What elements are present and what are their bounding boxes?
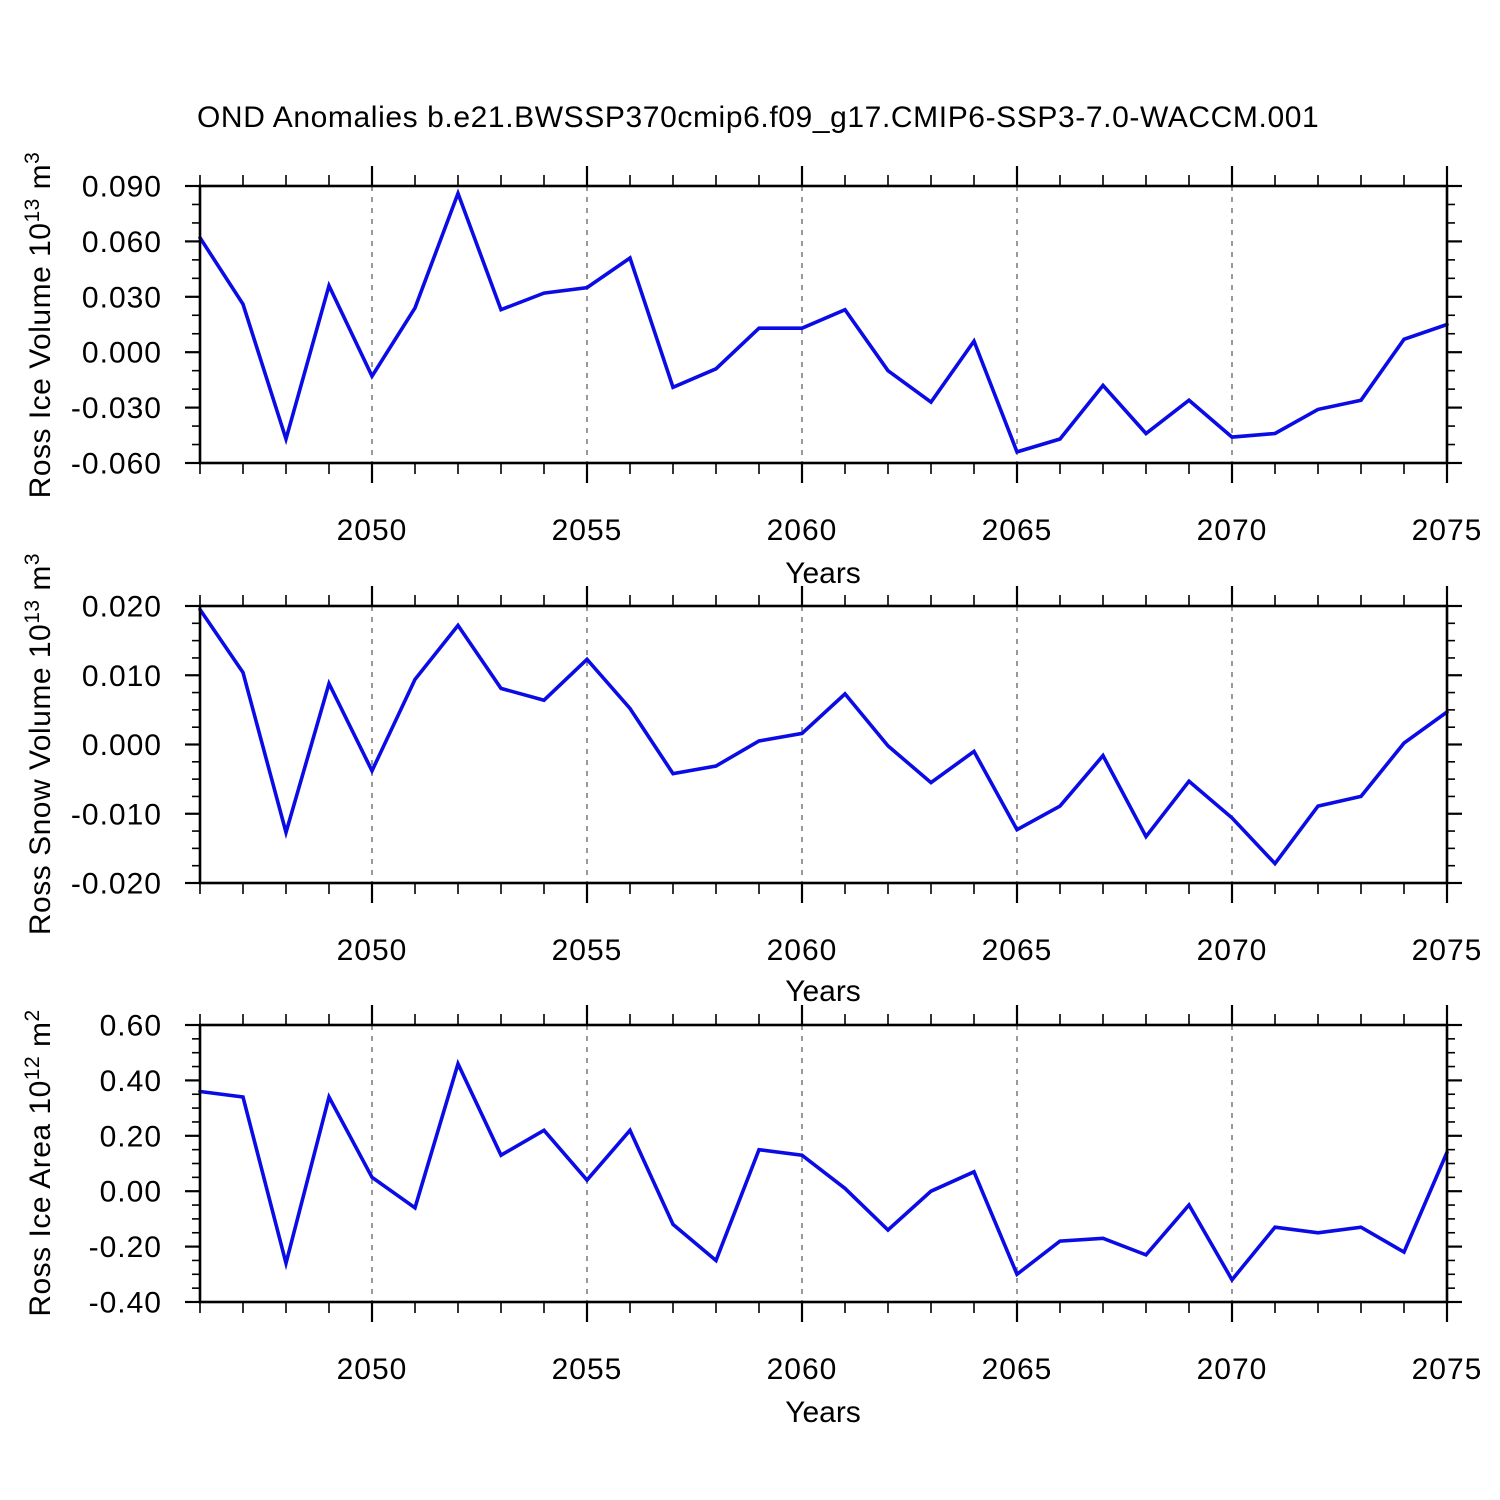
y-axis-title-snow-volume: Ross Snow Volume 1013 m3 [21,553,57,935]
y-axis-title-ice-volume: Ross Ice Volume 1013 m3 [21,152,57,499]
y-tick-label: -0.010 [71,798,162,831]
x-tick-label: 2060 [767,514,838,547]
x-tick-label: 2055 [552,514,623,547]
axis-frame [198,604,1449,885]
x-tick-label: 2050 [337,1353,408,1386]
x-tick-label: 2075 [1412,934,1483,967]
panel-ross-ice-volume: Ross Ice Volume 1013 m3 2050 2055 2060 2065… [21,152,1483,590]
panel-ross-snow-volume: Ross Snow Volume 1013 m3 2050 2055 2060 206… [21,553,1483,1008]
data-line [198,1058,1449,1283]
data-line [198,607,1449,867]
y-tick-label: 0.060 [82,226,162,259]
x-tick-label: 2050 [337,514,408,547]
x-tick-label: 2075 [1412,514,1483,547]
y-tick-label: 0.000 [82,337,162,370]
x-tick-label: 2065 [982,934,1053,967]
panel-ross-ice-area: Ross Ice Area 1012 m2 2050 2055 2060 2065 20… [21,1005,1483,1429]
x-axis-title: Years [785,1396,861,1429]
x-tick-label: 2070 [1197,934,1268,967]
y-tick-label: -0.20 [89,1231,162,1264]
y-tick-label: 0.20 [100,1120,162,1153]
x-tick-label: 2075 [1412,1353,1483,1386]
y-tick-label: -0.030 [71,392,162,425]
y-tick-label: -0.060 [71,448,162,481]
y-tick-label: 0.030 [82,281,162,314]
x-tick-label: 2050 [337,934,408,967]
y-axis-title-ice-area: Ross Ice Area 1012 m2 [21,1009,57,1316]
chart-title: OND Anomalies b.e21.BWSSP370cmip6.f09_g1… [197,101,1319,134]
y-tick-label: 0.020 [82,591,162,624]
x-tick-label: 2070 [1197,1353,1268,1386]
x-tick-label: 2070 [1197,514,1268,547]
y-tick-label: 0.000 [82,729,162,762]
x-tick-label: 2065 [982,514,1053,547]
y-tick-label: 0.010 [82,660,162,693]
y-tick-label: -0.40 [89,1287,162,1320]
plot-area-snow-volume: 2050 2055 2060 2065 2070 2075 0.020 0.010 0.000 -… [71,586,1483,967]
x-tick-label: 2060 [767,1353,838,1386]
x-tick-label: 2060 [767,934,838,967]
x-tick-label: 2055 [552,934,623,967]
data-line [198,188,1449,455]
x-axis-title: Years [785,975,861,1008]
x-tick-label: 2065 [982,1353,1053,1386]
axis-frame [198,184,1449,465]
axis-frame [198,1023,1449,1304]
x-axis-title: Years [785,557,861,590]
x-tick-label: 2055 [552,1353,623,1386]
plot-area-ice-area: 2050 2055 2060 2065 2070 2075 0.60 0.40 0.20 0.00… [89,1005,1483,1386]
plot-area-ice-volume: 2050 2055 2060 2065 2070 2075 0.090 0.060 0.030 0… [71,166,1483,547]
y-tick-label: 0.00 [100,1176,162,1209]
y-tick-label: 0.40 [100,1065,162,1098]
y-tick-label: 0.60 [100,1010,162,1043]
y-tick-label: 0.090 [82,171,162,204]
y-tick-label: -0.020 [71,868,162,901]
